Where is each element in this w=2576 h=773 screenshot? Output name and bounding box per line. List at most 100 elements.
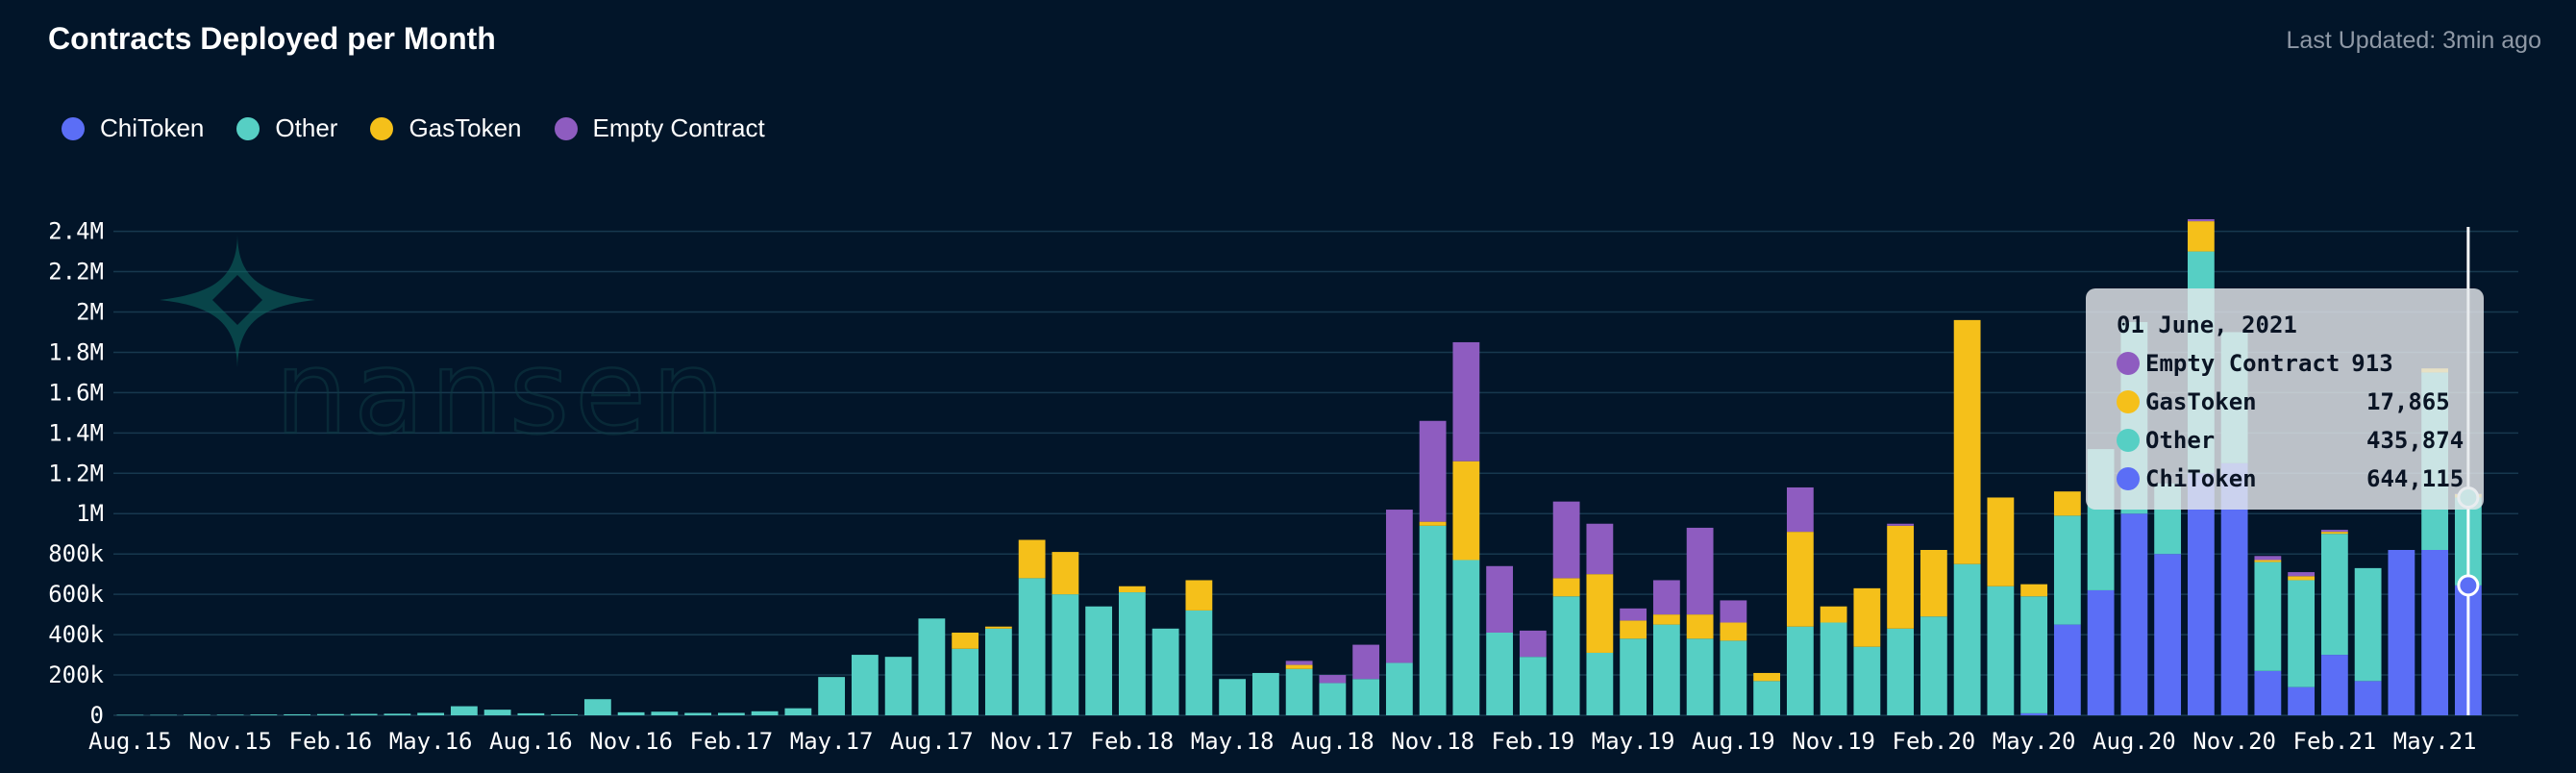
bar-segment-other[interactable] <box>1419 525 1447 715</box>
bar-segment-other[interactable] <box>1085 606 1113 715</box>
bar-segment-other[interactable] <box>1620 638 1647 715</box>
bar-segment-other[interactable] <box>751 711 779 715</box>
bar-segment-chitoken[interactable] <box>2288 686 2316 715</box>
bar-segment-gastoken[interactable] <box>1720 622 1747 641</box>
bar-segment-empty-contract[interactable] <box>1887 523 1915 526</box>
bar-segment-other[interactable] <box>1686 638 1714 715</box>
bar-segment-gastoken[interactable] <box>2020 584 2048 597</box>
bar-segment-chitoken[interactable] <box>2087 589 2115 715</box>
bar-segment-gastoken[interactable] <box>1853 587 1881 647</box>
bar-segment-gastoken[interactable] <box>1018 539 1046 579</box>
bar-segment-empty-contract[interactable] <box>1452 341 1480 461</box>
bar-segment-other[interactable] <box>1652 624 1680 715</box>
bar-segment-gastoken[interactable] <box>1452 461 1480 561</box>
bar-segment-other[interactable] <box>984 628 1012 715</box>
bar-segment-other[interactable] <box>483 710 511 715</box>
bar-segment-chitoken[interactable] <box>2421 550 2449 715</box>
bar-segment-other[interactable] <box>818 677 846 715</box>
bar-segment-empty-contract[interactable] <box>2187 219 2215 222</box>
bar-segment-other[interactable] <box>1953 563 1981 715</box>
bar-segment-empty-contract[interactable] <box>1285 661 1313 665</box>
bar-segment-gastoken[interactable] <box>1887 525 1915 629</box>
bar-segment-empty-contract[interactable] <box>1385 510 1413 663</box>
bar-segment-other[interactable] <box>784 708 812 715</box>
bar-segment-other[interactable] <box>216 714 244 715</box>
bar-segment-other[interactable] <box>116 714 144 716</box>
bar-segment-other[interactable] <box>684 712 712 715</box>
legend-item-other[interactable]: Other <box>236 113 337 143</box>
bar-segment-other[interactable] <box>2020 596 2048 713</box>
bar-segment-other[interactable] <box>1519 657 1547 715</box>
bar-segment-chitoken[interactable] <box>2020 712 2048 715</box>
bar-segment-other[interactable] <box>1219 679 1247 715</box>
bar-segment-other[interactable] <box>1285 668 1313 715</box>
bar-segment-chitoken[interactable] <box>2187 473 2215 715</box>
bar-segment-other[interactable] <box>417 712 445 715</box>
bar-segment-chitoken[interactable] <box>2320 655 2348 715</box>
bar-segment-other[interactable] <box>651 711 679 715</box>
bar-segment-empty-contract[interactable] <box>1519 630 1547 658</box>
bar-segment-other[interactable] <box>617 711 645 715</box>
bar-segment-other[interactable] <box>1552 596 1580 715</box>
bar-segment-empty-contract[interactable] <box>2288 572 2316 577</box>
bar-segment-other[interactable] <box>1720 640 1747 715</box>
bar-segment-gastoken[interactable] <box>1652 614 1680 625</box>
bar-segment-gastoken[interactable] <box>1753 672 1781 682</box>
bar-segment-empty-contract[interactable] <box>1652 580 1680 615</box>
bar-segment-other[interactable] <box>450 706 478 715</box>
bar-segment-other[interactable] <box>551 713 579 715</box>
bar-segment-gastoken[interactable] <box>1586 574 1614 653</box>
legend-item-chitoken[interactable]: ChiToken <box>62 113 204 143</box>
bar-segment-other[interactable] <box>150 714 178 716</box>
bar-segment-other[interactable] <box>2053 515 2081 625</box>
bar-segment-gastoken[interactable] <box>1686 614 1714 639</box>
bar-segment-empty-contract[interactable] <box>1352 644 1380 680</box>
bar-segment-other[interactable] <box>1820 622 1847 715</box>
bar-segment-gastoken[interactable] <box>952 633 979 649</box>
bar-segment-chitoken[interactable] <box>2354 681 2382 715</box>
bar-segment-gastoken[interactable] <box>1786 532 1814 627</box>
bar-segment-other[interactable] <box>2254 561 2282 671</box>
bar-segment-chitoken[interactable] <box>2254 670 2282 715</box>
bar-segment-other[interactable] <box>350 713 378 715</box>
bar-segment-other[interactable] <box>1586 652 1614 715</box>
bar-segment-other[interactable] <box>884 657 912 715</box>
bar-segment-other[interactable] <box>1319 683 1347 715</box>
bar-segment-other[interactable] <box>1887 628 1915 715</box>
bar-segment-other[interactable] <box>1786 626 1814 715</box>
bar-segment-other[interactable] <box>2354 567 2382 682</box>
bar-segment-other[interactable] <box>1920 616 1947 715</box>
bar-segment-empty-contract[interactable] <box>2320 530 2348 533</box>
bar-segment-chitoken[interactable] <box>2120 513 2148 715</box>
bar-segment-empty-contract[interactable] <box>1686 527 1714 615</box>
bar-segment-other[interactable] <box>1052 594 1079 715</box>
bar-segment-chitoken[interactable] <box>2388 550 2415 715</box>
bar-segment-empty-contract[interactable] <box>1419 420 1447 522</box>
bar-segment-other[interactable] <box>2288 580 2316 687</box>
bar-segment-other[interactable] <box>2320 534 2348 656</box>
bar-segment-gastoken[interactable] <box>2187 221 2215 252</box>
bar-segment-other[interactable] <box>1118 592 1146 715</box>
bar-segment-other[interactable] <box>250 714 278 715</box>
bar-segment-gastoken[interactable] <box>1419 521 1447 526</box>
bar-segment-gastoken[interactable] <box>1552 578 1580 597</box>
bar-segment-other[interactable] <box>1486 633 1514 715</box>
bar-segment-empty-contract[interactable] <box>1319 675 1347 684</box>
bar-segment-other[interactable] <box>918 618 946 715</box>
bar-segment-empty-contract[interactable] <box>1586 523 1614 575</box>
bar-segment-chitoken[interactable] <box>2154 554 2182 715</box>
bar-segment-other[interactable] <box>717 712 745 715</box>
bar-segment-empty-contract[interactable] <box>1620 608 1647 621</box>
bar-segment-other[interactable] <box>1753 681 1781 715</box>
bar-segment-other[interactable] <box>1152 628 1179 715</box>
bar-segment-other[interactable] <box>1185 610 1213 715</box>
bar-segment-gastoken[interactable] <box>1118 586 1146 593</box>
bar-segment-gastoken[interactable] <box>2053 491 2081 516</box>
bar-segment-other[interactable] <box>583 699 611 715</box>
bar-segment-other[interactable] <box>517 712 545 715</box>
bar-segment-gastoken[interactable] <box>1953 319 1981 564</box>
bar-segment-empty-contract[interactable] <box>1720 600 1747 623</box>
bar-segment-other[interactable] <box>1385 662 1413 715</box>
legend-item-empty-contract[interactable]: Empty Contract <box>554 113 765 143</box>
bar-segment-gastoken[interactable] <box>2288 576 2316 581</box>
